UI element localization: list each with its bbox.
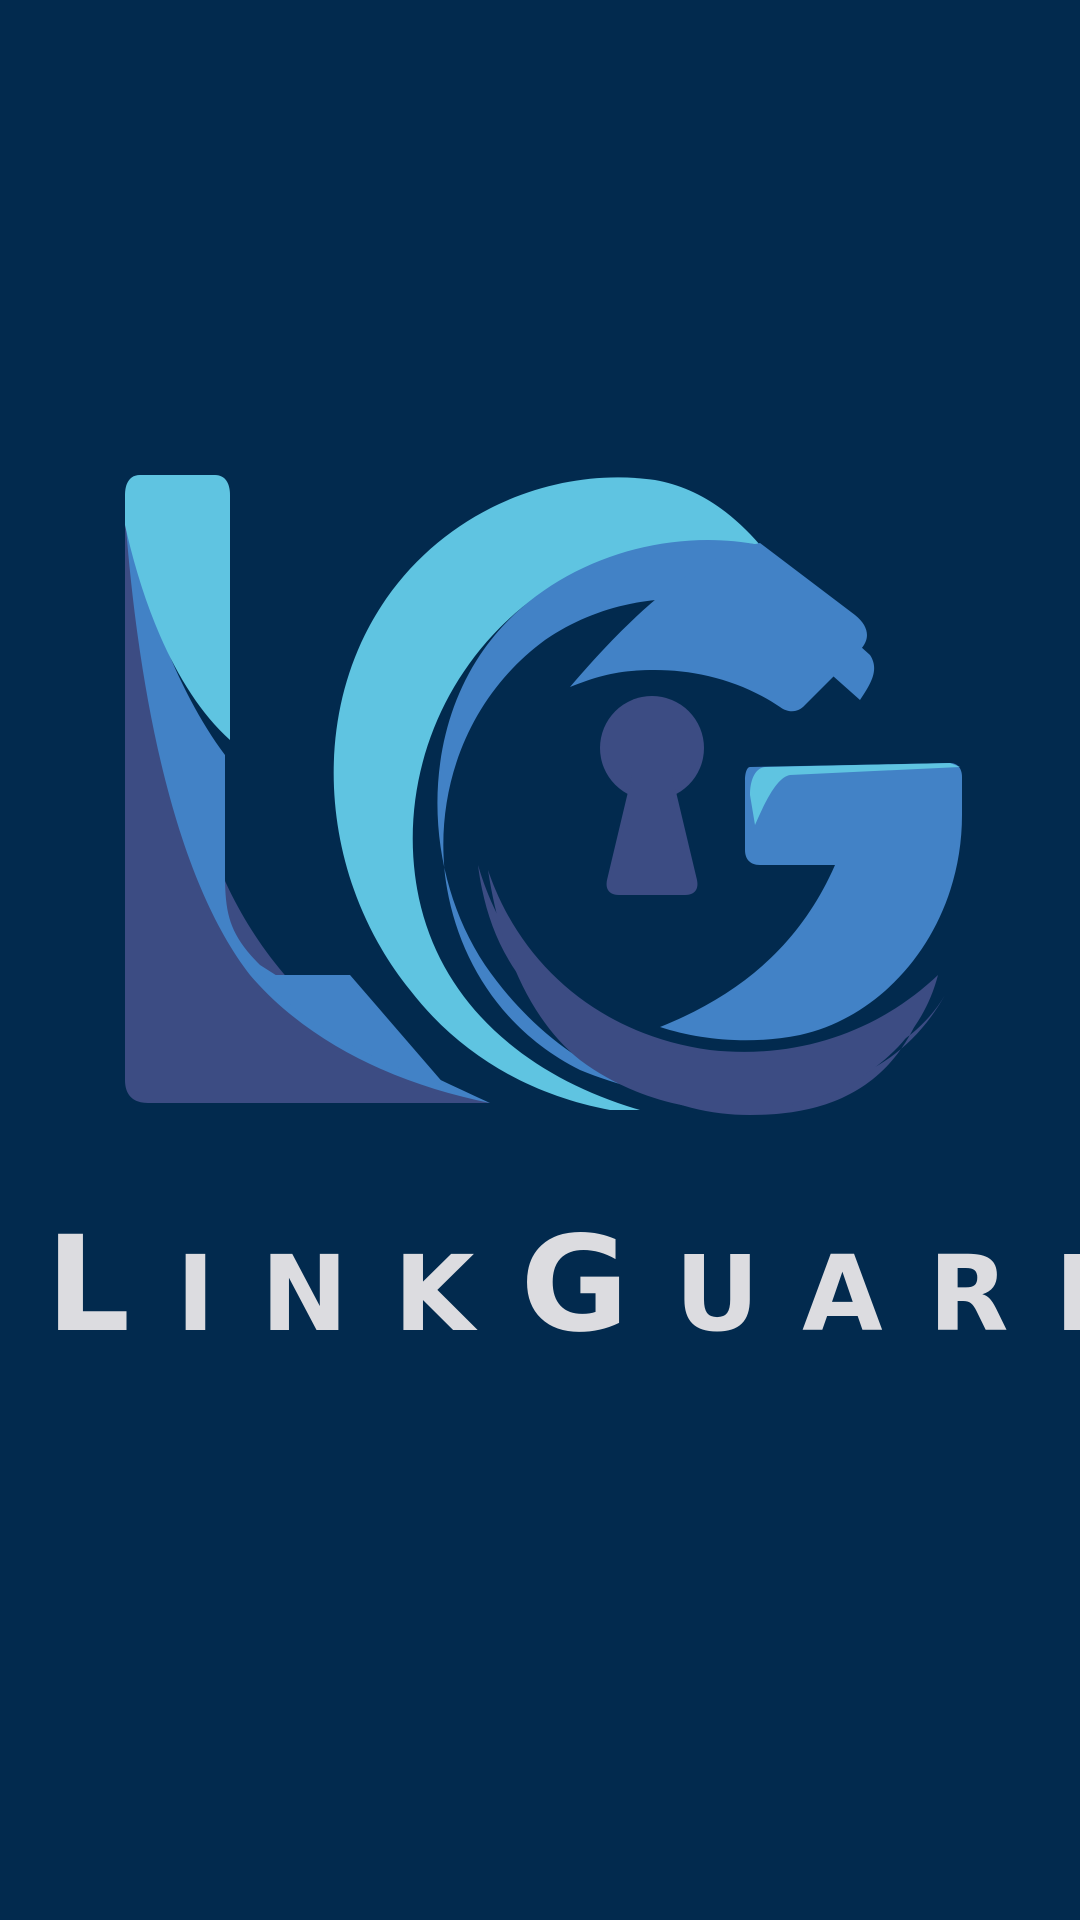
wordmark-rest-1: INK — [176, 1233, 521, 1355]
logo-g-crossbar-light — [750, 763, 960, 825]
app-wordmark: LINKGUARD — [0, 1205, 1080, 1365]
wordmark-cap-2: G — [520, 1208, 675, 1362]
wordmark-rest-2: UARD — [674, 1233, 1080, 1355]
logo-g-crossbar — [660, 763, 962, 1041]
keyhole-icon — [600, 696, 704, 895]
lg-lock-logo-icon — [125, 475, 962, 1115]
logo-g-hook — [570, 543, 867, 712]
logo-l-foot-shape — [260, 975, 445, 1085]
logo-g-light-arc — [333, 477, 760, 1110]
logo-l-light-shape — [125, 475, 230, 740]
logo-l-dark-shape — [125, 477, 490, 1103]
logo-l-mid-shape — [125, 515, 490, 1103]
wordmark-cap-1: L — [46, 1208, 177, 1362]
logo-g-dark-base — [488, 870, 938, 1111]
